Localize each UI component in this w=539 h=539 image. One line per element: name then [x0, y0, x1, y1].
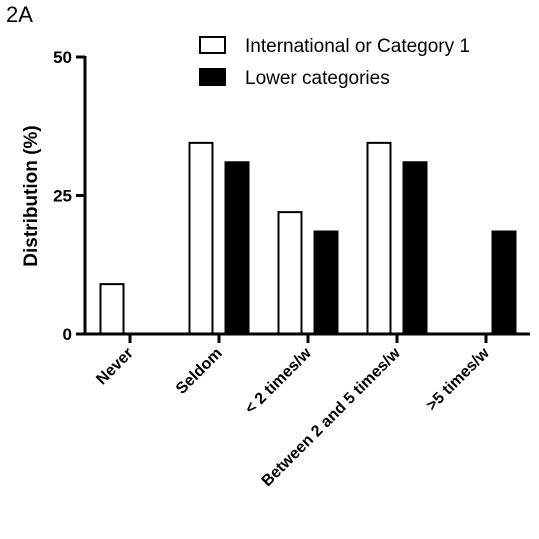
legend-swatch-series-1 — [199, 36, 226, 54]
legend-label-series-1: International or Category 1 — [245, 36, 470, 57]
bar-series-2-cat-2 — [224, 161, 250, 335]
y-tick-label: 25 — [53, 187, 72, 206]
x-tick-label: Never — [93, 345, 136, 388]
y-tick-label: 0 — [63, 325, 72, 344]
legend-label-series-2: Lower categories — [245, 68, 390, 89]
legend-swatch-series-2 — [199, 68, 226, 86]
bar-series-1-cat-1 — [99, 283, 125, 336]
panel-label: 2A — [6, 2, 33, 27]
x-tick-label: Seldom — [173, 345, 226, 398]
y-tick-label: 50 — [53, 48, 72, 67]
bar-series-2-cat-4 — [402, 161, 428, 335]
axes — [83, 56, 530, 336]
bars — [99, 141, 517, 336]
bar-series-2-cat-3 — [313, 230, 339, 335]
y-axis-ticks: 0 25 50 — [53, 48, 85, 344]
bar-series-2-cat-5 — [491, 230, 517, 335]
bar-series-1-cat-2 — [188, 141, 214, 335]
y-axis-label: Distribution (%) — [21, 125, 42, 266]
x-tick-label: >5 times/w — [423, 344, 493, 414]
bar-series-1-cat-4 — [366, 141, 392, 335]
legend: International or Category 1 Lower catego… — [199, 36, 470, 89]
x-tick-label: < 2 times/w — [242, 344, 315, 417]
bar-series-1-cat-3 — [277, 211, 303, 335]
